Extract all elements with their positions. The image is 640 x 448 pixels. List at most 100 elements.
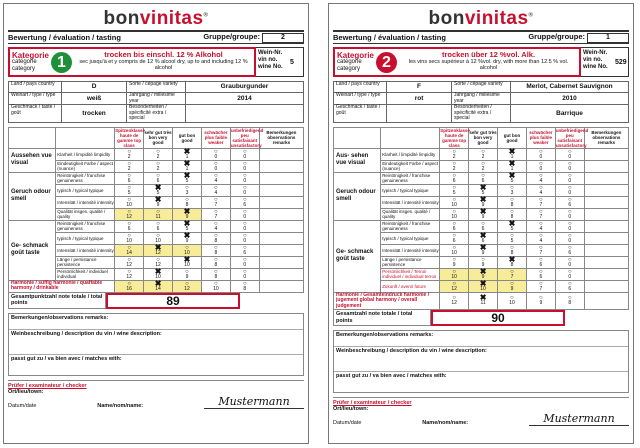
score-option[interactable]: ○ 6 bbox=[114, 219, 145, 233]
remarks-cell[interactable] bbox=[583, 147, 630, 161]
score-option[interactable]: ○ 8 bbox=[554, 291, 585, 310]
remarks-cell[interactable] bbox=[258, 255, 305, 269]
score-option[interactable]: ✖ 9 bbox=[468, 267, 498, 281]
score-option[interactable]: ○ 0 bbox=[200, 159, 231, 173]
score-option[interactable]: ○ 0 bbox=[229, 171, 260, 185]
score-option[interactable]: ○ 0 bbox=[229, 147, 260, 161]
score-option[interactable]: ✖ 12 bbox=[143, 243, 173, 257]
score-option[interactable]: ○ 0 bbox=[200, 147, 231, 161]
score-option[interactable]: ○ 6 bbox=[439, 231, 470, 245]
remarks-cell[interactable] bbox=[258, 279, 305, 293]
score-option[interactable]: ○ 12 bbox=[114, 255, 145, 269]
score-option[interactable]: ○ 0 bbox=[554, 159, 585, 173]
score-option[interactable]: ○ 6 bbox=[114, 171, 145, 185]
score-option[interactable]: ○ 12 bbox=[439, 291, 470, 310]
score-option[interactable]: ○ 8 bbox=[229, 279, 260, 293]
country-value[interactable]: F bbox=[386, 81, 452, 93]
type-value[interactable]: weiß bbox=[61, 92, 127, 105]
score-option[interactable]: ○ 7 bbox=[525, 243, 556, 257]
score-option[interactable]: ○ 9 bbox=[525, 291, 556, 310]
remarks-cell[interactable] bbox=[583, 195, 630, 209]
remarks-cell[interactable] bbox=[583, 243, 630, 257]
score-option[interactable]: ○ 12 bbox=[114, 267, 145, 281]
remarks-cell[interactable] bbox=[583, 207, 630, 221]
score-option[interactable]: ○ 2 bbox=[114, 159, 145, 173]
score-option[interactable]: ✖ 11 bbox=[468, 291, 498, 310]
score-option[interactable]: ○ 6 bbox=[525, 267, 556, 281]
score-option[interactable]: ✖ 5 bbox=[497, 219, 527, 233]
score-option[interactable]: ○ 4 bbox=[200, 219, 231, 233]
score-option[interactable]: ○ 6 bbox=[525, 255, 556, 269]
score-option[interactable]: ○ 4 bbox=[525, 231, 556, 245]
remarks-cell[interactable] bbox=[258, 147, 305, 161]
description-field[interactable]: Weinbeschreibung / description du vin / … bbox=[334, 347, 628, 372]
score-option[interactable]: ✖ 9 bbox=[172, 207, 202, 221]
score-option[interactable]: ○ 10 bbox=[172, 243, 202, 257]
score-option[interactable]: ✖ 5 bbox=[497, 171, 527, 185]
score-option[interactable]: ○ 4 bbox=[525, 171, 556, 185]
score-option[interactable]: ○ 12 bbox=[439, 279, 470, 293]
score-option[interactable]: ○ 6 bbox=[554, 243, 585, 257]
score-option[interactable]: ○ 0 bbox=[229, 219, 260, 233]
remarks-cell[interactable] bbox=[583, 255, 630, 269]
score-option[interactable]: ✖ 10 bbox=[172, 255, 202, 269]
score-option[interactable]: ○ 3 bbox=[497, 183, 527, 197]
score-option[interactable]: ○ 0 bbox=[229, 231, 260, 245]
score-option[interactable]: ○ 2 bbox=[468, 147, 498, 161]
total-score[interactable]: 89 bbox=[106, 292, 240, 309]
score-option[interactable]: ○ 0 bbox=[554, 267, 585, 281]
total-score[interactable]: 90 bbox=[431, 310, 565, 326]
score-option[interactable]: ○ 7 bbox=[525, 279, 556, 293]
score-option[interactable]: ○ 2 bbox=[143, 147, 173, 161]
score-option[interactable]: ○ 0 bbox=[229, 255, 260, 269]
remarks-cell[interactable] bbox=[258, 267, 305, 281]
score-option[interactable]: ○ 10 bbox=[439, 195, 470, 209]
score-option[interactable]: ✖ 8 bbox=[497, 255, 527, 269]
signature[interactable]: Mustermann bbox=[203, 395, 304, 409]
score-option[interactable]: ○ 4 bbox=[200, 171, 231, 185]
type-value[interactable]: rot bbox=[386, 92, 452, 105]
score-option[interactable]: ○ 10 bbox=[497, 291, 527, 310]
score-option[interactable]: ✖ 5 bbox=[172, 171, 202, 185]
score-option[interactable]: ○ 11 bbox=[143, 207, 173, 221]
score-option[interactable]: ○ 6 bbox=[229, 195, 260, 209]
score-option[interactable]: ○ 8 bbox=[200, 255, 231, 269]
remarks-cell[interactable] bbox=[583, 231, 630, 245]
variety-value[interactable]: Grauburgunder bbox=[184, 81, 305, 93]
remarks-cell[interactable] bbox=[258, 195, 305, 209]
score-option[interactable]: ○ 10 bbox=[439, 267, 470, 281]
wine-number[interactable]: 529 bbox=[615, 58, 627, 66]
score-option[interactable]: ○ 0 bbox=[554, 147, 585, 161]
variety-value[interactable]: Merlot, Cabernet Sauvignon bbox=[509, 81, 630, 93]
special-value[interactable]: Barrique bbox=[509, 104, 630, 123]
score-option[interactable]: ○ 2 bbox=[143, 159, 173, 173]
score-option[interactable]: ✖ 9 bbox=[468, 243, 498, 257]
score-option[interactable]: ○ 8 bbox=[200, 231, 231, 245]
matches-field[interactable]: passt gut zu / va bien avec / matches wi… bbox=[336, 373, 447, 379]
score-option[interactable]: ○ 10 bbox=[114, 231, 145, 245]
score-option[interactable]: ○ 2 bbox=[468, 159, 498, 173]
remarks-cell[interactable] bbox=[583, 159, 630, 173]
score-option[interactable]: ○ 6 bbox=[554, 279, 585, 293]
score-option[interactable]: ○ 8 bbox=[497, 195, 527, 209]
score-option[interactable]: ○ 6 bbox=[143, 219, 173, 233]
score-option[interactable]: ○ 12 bbox=[172, 279, 202, 293]
taste-value[interactable] bbox=[386, 104, 452, 123]
vintage-value[interactable]: 2014 bbox=[184, 92, 305, 105]
score-option[interactable]: ○ 2 bbox=[114, 147, 145, 161]
score-option[interactable]: ○ 0 bbox=[229, 267, 260, 281]
score-option[interactable]: ○ 0 bbox=[554, 255, 585, 269]
score-option[interactable]: ○ 7 bbox=[525, 195, 556, 209]
score-option[interactable]: ○ 4 bbox=[525, 183, 556, 197]
score-option[interactable]: ○ 6 bbox=[554, 195, 585, 209]
score-option[interactable]: ✖ 14 bbox=[143, 279, 173, 293]
score-option[interactable]: ○ 9 bbox=[497, 279, 527, 293]
score-option[interactable]: ✖ 9 bbox=[468, 207, 498, 221]
remarks-cell[interactable] bbox=[583, 219, 630, 233]
wine-number[interactable]: 5 bbox=[290, 58, 294, 66]
score-option[interactable]: ○ 0 bbox=[229, 159, 260, 173]
remarks-cell[interactable] bbox=[583, 279, 630, 293]
score-option[interactable]: ○ 0 bbox=[554, 207, 585, 221]
score-option[interactable]: ○ 14 bbox=[114, 243, 145, 257]
remarks-cell[interactable] bbox=[258, 231, 305, 245]
